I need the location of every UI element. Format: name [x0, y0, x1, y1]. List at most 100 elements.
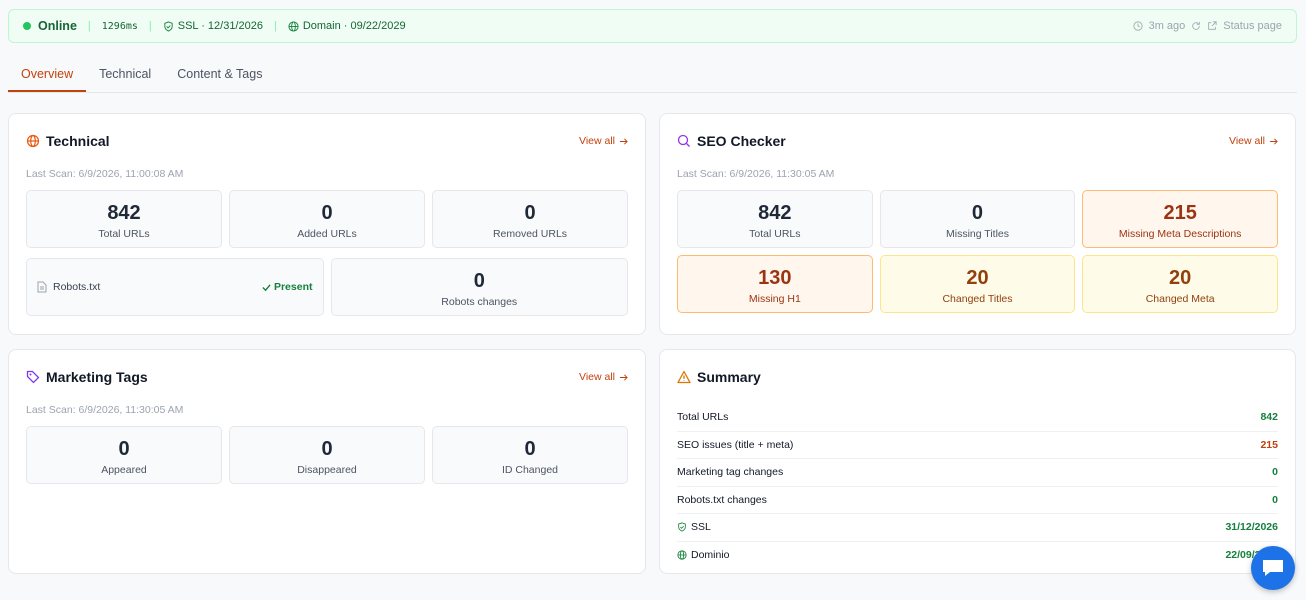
- stat-card: 20 Changed Titles: [879, 255, 1076, 313]
- globe-icon: [677, 550, 687, 560]
- arrow-icon: [619, 373, 628, 381]
- status-dot: [23, 22, 31, 30]
- stat-card: 0 Appeared: [26, 426, 222, 484]
- card-title: SEO Checker: [697, 133, 786, 149]
- row-value: 842: [1260, 411, 1278, 424]
- arrow-icon: [1269, 137, 1278, 145]
- tag-icon: [26, 370, 40, 384]
- seo-checker-card: SEO Checker View all Last Scan: 6/9/2026…: [659, 113, 1296, 335]
- stat-card: 0 Missing Titles: [879, 190, 1076, 248]
- last-scan: Last Scan: 6/9/2026, 11:30:05 AM: [677, 168, 835, 180]
- separator: |: [273, 20, 277, 32]
- stat-value: 0: [321, 202, 333, 224]
- stat-label: Missing H1: [748, 293, 801, 305]
- summary-row: Dominio 22/09/2029: [677, 542, 1278, 570]
- stat-card: 842 Total URLs: [677, 190, 873, 248]
- row-label: Dominio: [691, 549, 730, 562]
- stat-label: Total URLs: [749, 228, 801, 240]
- view-all-text: View all: [1229, 135, 1265, 147]
- stat-label: Robots changes: [441, 296, 518, 308]
- stat-value: 215: [1163, 202, 1197, 224]
- view-all-link[interactable]: View all: [1229, 135, 1278, 147]
- card-title: Summary: [697, 369, 761, 385]
- globe-icon: [288, 20, 299, 32]
- card-header: Summary: [677, 350, 1278, 404]
- stat-value: 842: [107, 202, 141, 224]
- view-all-text: View all: [579, 371, 615, 383]
- status-page-link[interactable]: Status page: [1223, 20, 1282, 32]
- stat-value: 20: [1169, 267, 1192, 289]
- stat-card: 20 Changed Meta: [1082, 255, 1278, 313]
- stat-value: 842: [758, 202, 792, 224]
- marketing-tags-card: Marketing Tags View all Last Scan: 6/9/2…: [8, 349, 646, 574]
- last-scan: Last Scan: 6/9/2026, 11:00:08 AM: [26, 168, 184, 180]
- stat-value: 0: [473, 270, 485, 292]
- refresh-button[interactable]: [1191, 21, 1201, 31]
- card-title: Marketing Tags: [46, 369, 148, 385]
- stat-label: Missing Titles: [945, 228, 1009, 240]
- updated: 3m ago: [1148, 20, 1186, 32]
- separator: |: [87, 20, 91, 32]
- technical-card: Technical View all Last Scan: 6/9/2026, …: [8, 113, 646, 335]
- stat-label: Changed Titles: [942, 293, 1013, 305]
- chat-button[interactable]: [1251, 546, 1295, 590]
- summary-list: Total URLs 842 SEO issues (title + meta) 2…: [677, 404, 1278, 569]
- shield-icon: [678, 522, 686, 532]
- stats: 0 Appeared 0 Disappeared 0 ID Changed: [26, 426, 628, 484]
- stat-label: Appeared: [101, 464, 147, 476]
- card-header: SEO Checker View all: [677, 114, 1278, 168]
- row-value: 0: [1272, 466, 1278, 479]
- stat-value: 130: [758, 267, 792, 289]
- stat-label: Added URLs: [297, 228, 357, 240]
- stat-label: Removed URLs: [492, 228, 568, 240]
- row-value: 215: [1260, 438, 1278, 451]
- stat-label: Missing Meta Descriptions: [1118, 228, 1242, 240]
- summary-row: Marketing tag changes 0: [677, 459, 1278, 487]
- stat-card: 0 Disappeared: [229, 426, 425, 484]
- stat-value: 0: [118, 438, 130, 460]
- stat-card: 0 Removed URLs: [432, 190, 628, 248]
- row-value: 0: [1272, 493, 1278, 506]
- view-all-link[interactable]: View all: [579, 135, 628, 147]
- stat-card: 0 Robots changes: [330, 258, 628, 316]
- robots-card: Robots.txt Present: [26, 258, 324, 316]
- search-icon: [677, 134, 690, 147]
- stat-value: 0: [524, 202, 536, 224]
- robots-row: Robots.txt Present 0 Robots changes: [26, 258, 628, 316]
- separator: |: [148, 20, 152, 32]
- row-value: 31/12/2026: [1225, 521, 1278, 534]
- stat-value: 0: [971, 202, 984, 224]
- summary-row: Total URLs 842: [677, 404, 1278, 432]
- stat-label: Changed Meta: [1145, 293, 1215, 305]
- tab[interactable]: Technical: [99, 67, 152, 81]
- stat-card: 842 Total URLs: [26, 190, 222, 248]
- card-header: Technical View all: [26, 114, 628, 168]
- stat-value: 0: [524, 438, 536, 460]
- stats: 842 Total URLs 0 Missing Titles 215 Missing…: [677, 190, 1278, 313]
- tab[interactable]: Content & Tags: [177, 67, 263, 81]
- stat-value: 20: [966, 267, 989, 289]
- summary-row: Robots.txt changes 0: [677, 487, 1278, 514]
- view-all-link[interactable]: View all: [579, 371, 628, 383]
- row-label: SSL: [691, 521, 711, 534]
- tabs: Overview Technical Content & Tags: [8, 55, 1297, 93]
- stat-label: ID Changed: [501, 464, 559, 476]
- tab[interactable]: Overview: [8, 55, 87, 92]
- stat-card: 0 ID Changed: [432, 426, 628, 484]
- globe-icon: [26, 134, 40, 148]
- clock-icon: [1132, 21, 1143, 31]
- warning-icon: [677, 370, 691, 384]
- summary-row: SEO issues (title + meta) 215: [677, 432, 1278, 459]
- stats: 842 Total URLs 0 Added URLs 0 Removed URLs: [26, 190, 628, 248]
- status-bar: Online | 1296ms | SSL · 12/31/2026 | Dom…: [8, 9, 1297, 43]
- ssl: SSL · 12/31/2026: [177, 20, 263, 32]
- stat-card: 0 Added URLs: [229, 190, 425, 248]
- robots-status: Present: [262, 281, 313, 293]
- stat-card: 130 Missing H1: [677, 255, 873, 313]
- chat-icon: [1263, 560, 1283, 576]
- external-icon: [1208, 21, 1217, 30]
- check-icon: [262, 283, 271, 291]
- response-time: 1296ms: [101, 20, 138, 32]
